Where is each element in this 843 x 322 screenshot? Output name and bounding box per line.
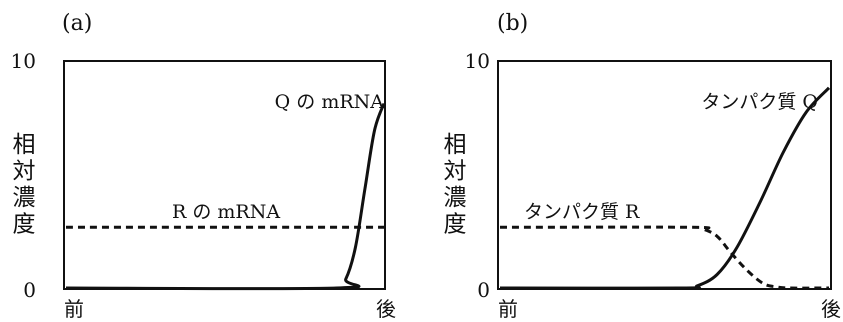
panel-b-x-label-after: 後 [821, 297, 841, 321]
panel-b-y-axis-title: 相対濃度 [444, 132, 467, 237]
panel-b-series-q-line [499, 86, 831, 290]
panel-a-series-q-line [65, 102, 386, 291]
panel-b-series-label-r: タンパク質 R [524, 201, 640, 223]
panel-b-label: (b) [497, 11, 528, 36]
panel-b: (b) 10 0 相対濃度 前 後 タンパク質 Q タンパク質 R [444, 11, 842, 321]
panel-a: (a) 10 0 相対濃度 前 後 Q の mRNA R の mRNA [11, 11, 396, 321]
panel-b-series-r-line [499, 225, 830, 290]
panel-b-ytick-max: 10 [465, 49, 490, 73]
panel-a-x-label-before: 前 [64, 297, 84, 321]
panel-b-series-label-q: タンパク質 Q [701, 91, 818, 113]
panel-b-series-group [499, 86, 831, 290]
panel-a-x-label-after: 後 [376, 297, 396, 321]
panel-a-label: (a) [62, 11, 92, 36]
panel-a-y-axis-title: 相対濃度 [13, 132, 36, 237]
panel-a-ytick-max: 10 [11, 49, 36, 73]
panel-a-series-label-r: R の mRNA [172, 201, 280, 223]
panel-b-ytick-min: 0 [477, 278, 490, 302]
panel-a-series-label-q: Q の mRNA [275, 91, 385, 113]
panel-a-series-group [65, 102, 386, 291]
panel-a-ytick-min: 0 [23, 278, 36, 302]
panel-b-x-label-before: 前 [498, 297, 518, 321]
